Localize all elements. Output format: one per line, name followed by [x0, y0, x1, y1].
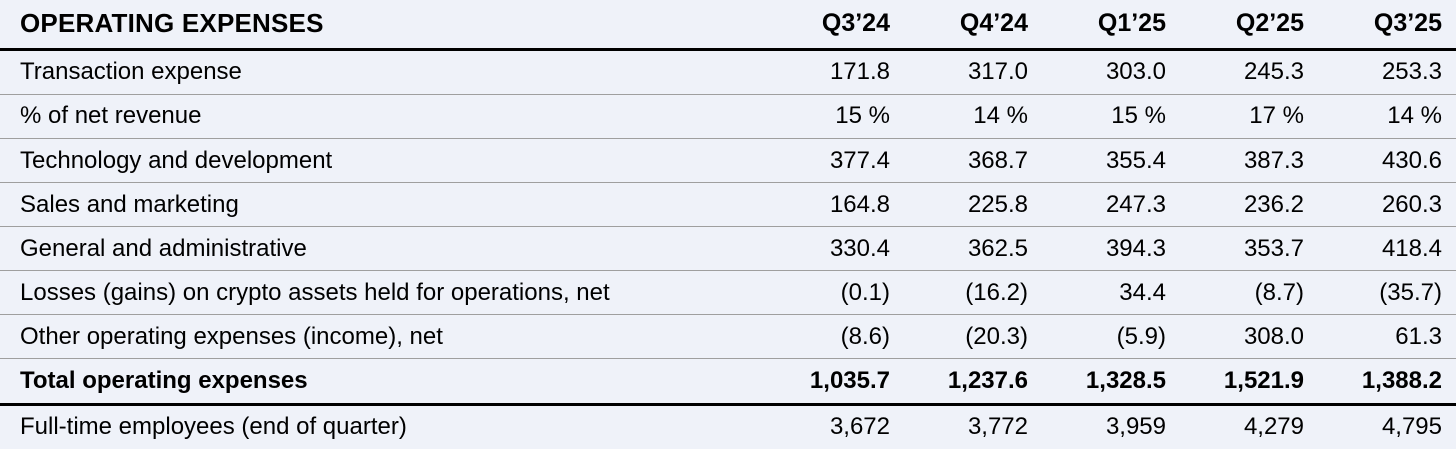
column-header-q3-24: Q3’24	[766, 0, 904, 51]
cell-value: 377.4	[766, 138, 904, 183]
cell-value: 15 %	[766, 93, 904, 139]
table-row: Technology and development 377.4 368.7 355.…	[0, 138, 1456, 183]
cell-value: 4,795	[1318, 403, 1456, 449]
cell-value: 171.8	[829, 58, 890, 86]
cell-value: 303.0	[1105, 58, 1166, 86]
row-label: Sales and marketing	[0, 182, 766, 227]
cell-value: (35.7)	[1318, 270, 1456, 315]
row-label: % of net revenue	[0, 93, 766, 139]
column-header-q2-25: Q2’25	[1180, 0, 1318, 51]
cell-value: 418.4	[1318, 226, 1456, 271]
cell-value: 17 %	[1180, 93, 1318, 139]
cell-value: 368.7	[904, 138, 1042, 183]
cell-value: 225.8	[904, 182, 1042, 227]
table-body: Transaction expense 171.8 317.0 303.0 245.3 2…	[0, 49, 1456, 449]
table-row: % of net revenue 15 % 14 % 15 % 17 % 14 %	[0, 93, 1456, 139]
row-label: Total operating expenses	[0, 358, 766, 406]
cell-value: 164.8	[766, 182, 904, 227]
cell-value: (20.3)	[904, 314, 1042, 359]
cell-value: 353.7	[1180, 226, 1318, 271]
cell-value: (0.1)	[766, 270, 904, 315]
cell-value: 61.3	[1318, 314, 1456, 359]
column-header-q4-24: Q4’24	[904, 0, 1042, 51]
column-header-q3-25: Q3’25	[1318, 0, 1456, 51]
row-label: Transaction expense	[20, 58, 242, 86]
cell-value: 15 %	[1042, 93, 1180, 139]
cell-value: 1,237.6	[904, 358, 1042, 406]
cell-value: 253.3	[1381, 58, 1442, 86]
table-header: OPERATING EXPENSES Q3’24 Q4’24 Q1’25 Q2’…	[0, 0, 1456, 51]
cell-value: (8.7)	[1180, 270, 1318, 315]
table-row: Losses (gains) on crypto assets held for…	[0, 270, 1456, 315]
cell-value: 387.3	[1180, 138, 1318, 183]
cell-value: (5.9)	[1042, 314, 1180, 359]
cell-value: 1,328.5	[1042, 358, 1180, 406]
cell-value: 14 %	[1318, 93, 1456, 139]
table-row: Total operating expenses 1,035.7 1,237.6 1,…	[0, 358, 1456, 406]
column-header-q1-25: Q1’25	[1042, 0, 1180, 51]
row-label: General and administrative	[0, 226, 766, 271]
cell-value: 34.4	[1042, 270, 1180, 315]
cell-value: 3,959	[1042, 403, 1180, 449]
table-row: Other operating expenses (income), net (8…	[0, 314, 1456, 359]
row-label: Full-time employees (end of quarter)	[0, 403, 766, 449]
cell-value: 430.6	[1318, 138, 1456, 183]
table-row: Sales and marketing 164.8 225.8 247.3 236.2 2…	[0, 182, 1456, 227]
table-title: OPERATING EXPENSES	[0, 0, 766, 51]
header-row: OPERATING EXPENSES Q3’24 Q4’24 Q1’25 Q2’…	[0, 0, 1456, 51]
table-row: Transaction expense 171.8 317.0 303.0 245.3 2…	[0, 49, 1456, 94]
cell-value: 236.2	[1180, 182, 1318, 227]
cell-value: 317.0	[967, 58, 1028, 86]
cell-value: 362.5	[904, 226, 1042, 271]
cell-value: (16.2)	[904, 270, 1042, 315]
cell-value: 3,772	[904, 403, 1042, 449]
table-row: General and administrative 330.4 362.5 394.…	[0, 226, 1456, 271]
cell-value: 260.3	[1318, 182, 1456, 227]
table-row: Full-time employees (end of quarter) 3,67…	[0, 403, 1456, 449]
cell-value: (8.6)	[766, 314, 904, 359]
cell-value: 355.4	[1042, 138, 1180, 183]
cell-value: 245.3	[1243, 58, 1304, 86]
cell-value: 247.3	[1042, 182, 1180, 227]
cell-value: 1,388.2	[1318, 358, 1456, 406]
cell-value: 394.3	[1042, 226, 1180, 271]
row-label: Losses (gains) on crypto assets held for…	[0, 270, 766, 315]
row-label: Other operating expenses (income), net	[0, 314, 766, 359]
cell-value: 3,672	[766, 403, 904, 449]
cell-value: 4,279	[1180, 403, 1318, 449]
cell-value: 14 %	[904, 93, 1042, 139]
cell-value: 1,521.9	[1180, 358, 1318, 406]
cell-value: 330.4	[766, 226, 904, 271]
cell-value: 308.0	[1180, 314, 1318, 359]
row-label: Technology and development	[0, 138, 766, 183]
cell-value: 1,035.7	[766, 358, 904, 406]
